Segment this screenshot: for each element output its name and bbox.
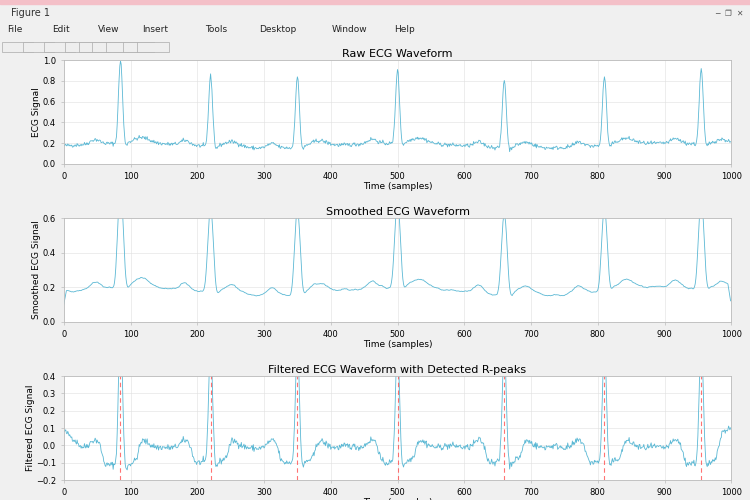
FancyBboxPatch shape [22, 42, 54, 52]
Text: Window: Window [332, 25, 368, 34]
Text: Figure 1: Figure 1 [11, 8, 50, 18]
FancyBboxPatch shape [79, 42, 110, 52]
X-axis label: Time (samples): Time (samples) [363, 182, 432, 191]
Y-axis label: ECG Signal: ECG Signal [32, 87, 41, 137]
FancyBboxPatch shape [106, 42, 138, 52]
FancyBboxPatch shape [64, 42, 96, 52]
FancyBboxPatch shape [92, 42, 124, 52]
X-axis label: Time (samples): Time (samples) [363, 340, 432, 349]
Text: ❐: ❐ [724, 8, 731, 18]
Title: Raw ECG Waveform: Raw ECG Waveform [342, 49, 453, 59]
Text: Tools: Tools [206, 25, 228, 34]
Text: Desktop: Desktop [260, 25, 297, 34]
FancyBboxPatch shape [44, 42, 75, 52]
Text: View: View [98, 25, 119, 34]
Y-axis label: Smoothed ECG Signal: Smoothed ECG Signal [32, 220, 41, 320]
Text: ─: ─ [715, 8, 719, 18]
Text: Edit: Edit [53, 25, 70, 34]
FancyBboxPatch shape [2, 42, 33, 52]
Text: ✕: ✕ [736, 8, 742, 18]
Y-axis label: Filtered ECG Signal: Filtered ECG Signal [26, 385, 34, 472]
Text: Insert: Insert [142, 25, 169, 34]
Text: File: File [8, 25, 22, 34]
Text: Help: Help [394, 25, 416, 34]
Title: Smoothed ECG Waveform: Smoothed ECG Waveform [326, 207, 470, 217]
Title: Filtered ECG Waveform with Detected R-peaks: Filtered ECG Waveform with Detected R-pe… [268, 366, 526, 376]
Bar [0, 0, 750, 4]
FancyBboxPatch shape [137, 42, 169, 52]
X-axis label: Time (samples): Time (samples) [363, 498, 432, 500]
FancyBboxPatch shape [123, 42, 154, 52]
